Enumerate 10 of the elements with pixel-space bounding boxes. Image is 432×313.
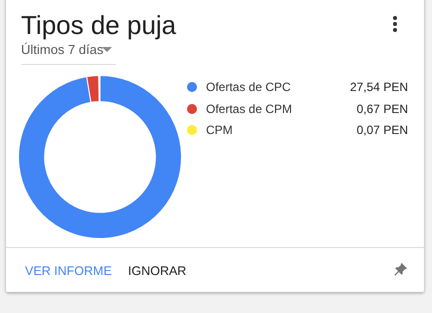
- data-label: 0,67 PEN: [356, 102, 408, 116]
- legend-label: Ofertas de CPC: [206, 80, 291, 94]
- chart-title: Tipos de puja: [21, 10, 176, 41]
- legend-label: Ofertas de CPM: [206, 102, 292, 116]
- legend-label: CPM: [206, 123, 233, 137]
- chart-subtitle: Últimos 7 días: [21, 42, 116, 65]
- data-label: 0,07 PEN: [356, 123, 408, 137]
- data-label: 27,54 PEN: [350, 80, 408, 94]
- text: IGNORAR: [128, 264, 186, 278]
- text: VER INFORME: [25, 264, 112, 278]
